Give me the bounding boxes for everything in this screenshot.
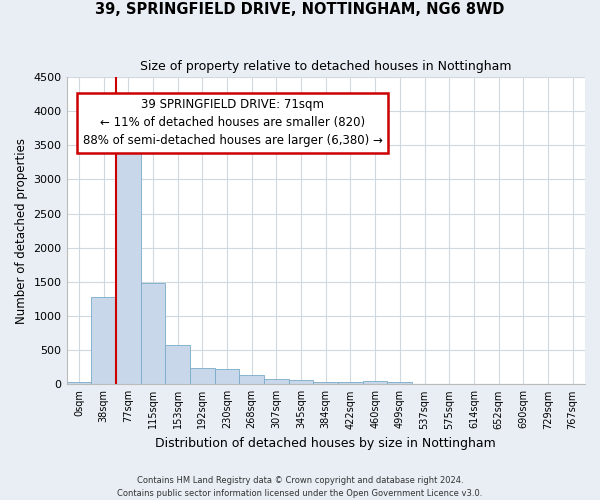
Bar <box>388 382 412 384</box>
Bar <box>264 379 289 384</box>
Text: 39 SPRINGFIELD DRIVE: 71sqm
← 11% of detached houses are smaller (820)
88% of se: 39 SPRINGFIELD DRIVE: 71sqm ← 11% of det… <box>83 98 382 148</box>
Y-axis label: Number of detached properties: Number of detached properties <box>15 138 28 324</box>
Bar <box>116 145 140 384</box>
X-axis label: Distribution of detached houses by size in Nottingham: Distribution of detached houses by size … <box>155 437 496 450</box>
Bar <box>313 382 338 384</box>
Bar <box>67 382 91 384</box>
Bar <box>239 376 264 384</box>
Bar <box>140 283 165 384</box>
Bar <box>190 368 215 384</box>
Bar <box>289 380 313 384</box>
Bar <box>338 382 363 384</box>
Bar <box>91 297 116 384</box>
Bar <box>165 344 190 385</box>
Text: Contains HM Land Registry data © Crown copyright and database right 2024.
Contai: Contains HM Land Registry data © Crown c… <box>118 476 482 498</box>
Text: 39, SPRINGFIELD DRIVE, NOTTINGHAM, NG6 8WD: 39, SPRINGFIELD DRIVE, NOTTINGHAM, NG6 8… <box>95 2 505 18</box>
Bar <box>363 381 388 384</box>
Bar <box>215 368 239 384</box>
Title: Size of property relative to detached houses in Nottingham: Size of property relative to detached ho… <box>140 60 512 73</box>
